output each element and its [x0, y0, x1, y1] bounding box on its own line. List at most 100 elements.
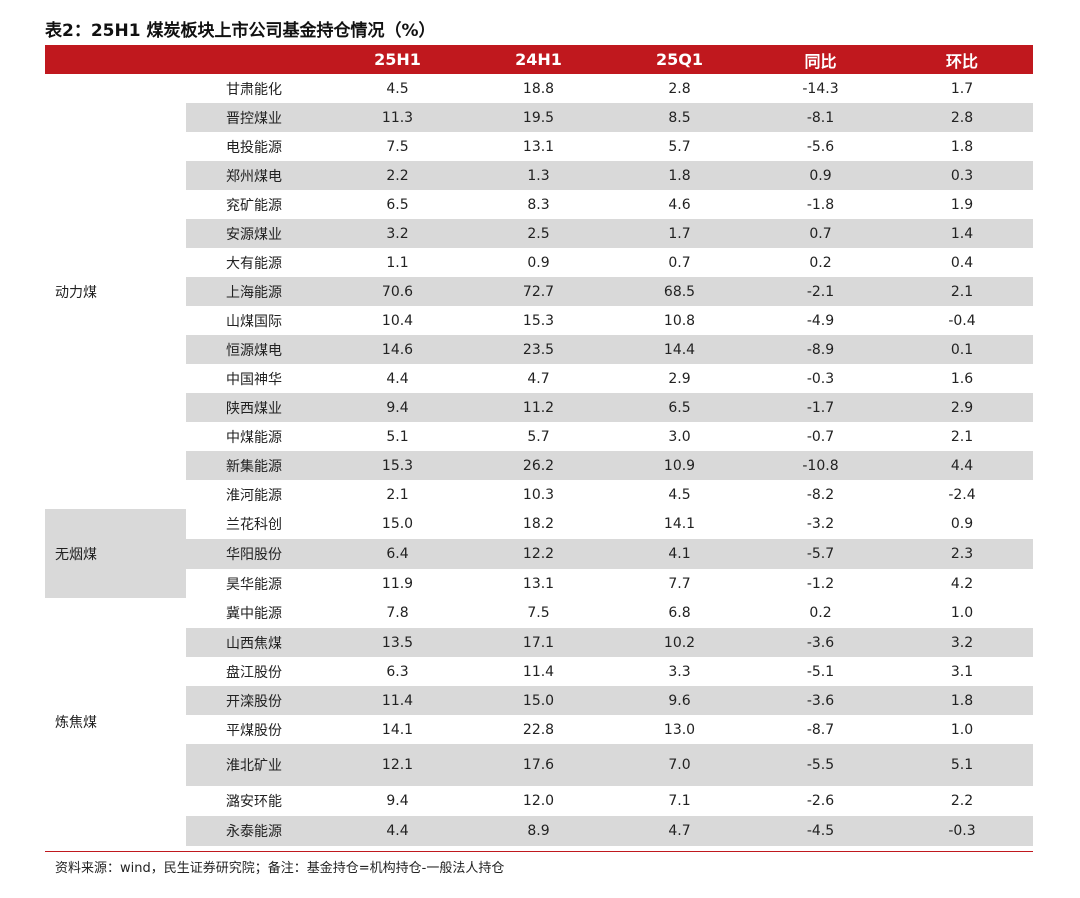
value-25h1-cell: 9.4 — [327, 393, 468, 422]
holdings-table: 25H1 24H1 25Q1 同比 环比 动力煤 甘肃能化 4.5 18.8 2.8 -1… — [45, 45, 1033, 846]
value-24h1-cell: 15.3 — [522, 312, 555, 329]
table-row: 开滦股份 11.4 15.0 9.6 -3.6 1.8 — [45, 686, 1033, 715]
col-header-25h1: 25H1 — [327, 45, 468, 74]
value-25h1-cell: 14.6 — [327, 335, 468, 364]
value-qoq-cell: 3.2 — [891, 628, 1033, 657]
company-name-cell: 安源煤业 — [186, 219, 327, 248]
value-25h1-cell: 14.1 — [381, 721, 414, 738]
value-24h1-cell: 8.3 — [527, 196, 550, 213]
company-name-cell: 华阳股份 — [186, 539, 327, 569]
value-25h1-cell: 70.6 — [327, 277, 468, 306]
value-24h1-cell: 1.3 — [468, 161, 609, 190]
value-yoy-cell: 0.2 — [809, 254, 832, 271]
value-25q1-cell: 4.6 — [668, 196, 691, 213]
value-qoq-cell: 1.4 — [891, 219, 1033, 248]
table-row: 恒源煤电 14.6 23.5 14.4 -8.9 0.1 — [45, 335, 1033, 364]
value-yoy-cell: -5.6 — [806, 138, 835, 155]
company-name-cell: 郑州煤电 — [186, 161, 327, 190]
value-24h1-cell: 0.9 — [527, 254, 550, 271]
value-24h1-cell: 8.9 — [468, 816, 609, 846]
company-name-cell: 淮北矿业 — [186, 744, 327, 786]
value-24h1-cell: 11.4 — [522, 663, 555, 680]
value-25h1-cell: 11.3 — [327, 103, 468, 132]
value-qoq-cell: 5.1 — [891, 744, 1033, 786]
company-name-cell: 中煤能源 — [226, 429, 282, 446]
table-row: 电投能源 7.5 13.1 5.7 -5.6 1.8 — [45, 132, 1033, 161]
value-yoy-cell: -8.1 — [750, 103, 891, 132]
category-cell: 无烟煤 — [45, 509, 186, 598]
col-header-yoy: 同比 — [750, 45, 891, 74]
value-qoq-cell: 4.4 — [891, 451, 1033, 480]
value-25q1-cell: 10.2 — [609, 628, 750, 657]
value-25q1-cell: 4.5 — [668, 486, 691, 503]
value-yoy-cell: -5.1 — [806, 663, 835, 680]
value-qoq-cell: 1.9 — [950, 196, 974, 213]
value-qoq-cell: 2.1 — [950, 428, 974, 445]
table-row: 淮北矿业 12.1 17.6 7.0 -5.5 5.1 — [45, 744, 1033, 786]
value-25q1-cell: 10.8 — [663, 312, 696, 329]
company-name-cell: 恒源煤电 — [186, 335, 327, 364]
value-25h1-cell: 5.1 — [386, 428, 409, 445]
company-name-cell: 山西焦煤 — [186, 628, 327, 657]
table-row: 山西焦煤 13.5 17.1 10.2 -3.6 3.2 — [45, 628, 1033, 657]
table-title: 表2：25H1 煤炭板块上市公司基金持仓情况（%） — [45, 21, 436, 41]
table-row: 无烟煤 兰花科创 15.0 18.2 14.1 -3.2 0.9 — [45, 509, 1033, 598]
category-cell: 动力煤 — [55, 284, 97, 301]
value-24h1-cell: 18.8 — [522, 80, 555, 97]
value-qoq-cell: 2.2 — [950, 793, 974, 809]
value-yoy-cell: -1.2 — [806, 575, 835, 592]
value-24h1-cell: 23.5 — [468, 335, 609, 364]
value-25h1-cell: 6.5 — [386, 196, 409, 213]
value-qoq-cell: 1.7 — [950, 80, 974, 97]
value-25h1-cell: 7.5 — [386, 138, 409, 155]
value-25h1-cell: 7.8 — [386, 605, 409, 621]
table-row: 大有能源 1.1 0.9 0.7 0.2 0.4 — [45, 248, 1033, 277]
value-25h1-cell: 3.2 — [327, 219, 468, 248]
company-name-cell: 淮河能源 — [226, 487, 282, 504]
value-yoy-cell: -3.6 — [750, 628, 891, 657]
table-row: 新集能源 15.3 26.2 10.9 -10.8 4.4 — [45, 451, 1033, 480]
value-25q1-cell: 8.5 — [609, 103, 750, 132]
value-qoq-cell: 2.3 — [891, 539, 1033, 569]
value-25q1-cell: 6.5 — [609, 393, 750, 422]
value-yoy-cell: -2.6 — [806, 793, 835, 809]
value-qoq-cell: 1.0 — [950, 721, 974, 738]
value-yoy-cell: 0.2 — [809, 605, 832, 621]
table-row: 山煤国际 10.4 15.3 10.8 -4.9 -0.4 — [45, 306, 1033, 335]
company-name-cell: 中国神华 — [226, 371, 282, 388]
value-qoq-cell: 1.8 — [891, 686, 1033, 715]
value-25h1-cell: 6.3 — [386, 663, 409, 680]
value-24h1-cell: 5.7 — [527, 428, 550, 445]
value-24h1-cell: 15.0 — [468, 686, 609, 715]
value-24h1-cell: 4.7 — [527, 370, 550, 387]
company-name-cell: 兖矿能源 — [226, 197, 282, 214]
value-qoq-cell: 0.3 — [891, 161, 1033, 190]
value-24h1-cell: 22.8 — [522, 721, 555, 738]
value-24h1-cell: 26.2 — [468, 451, 609, 480]
table-row: 安源煤业 3.2 2.5 1.7 0.7 1.4 — [45, 219, 1033, 248]
value-yoy-cell: -1.8 — [806, 196, 835, 213]
value-24h1-cell: 17.1 — [468, 628, 609, 657]
company-name-cell: 永泰能源 — [186, 816, 327, 846]
value-yoy-cell: -2.1 — [750, 277, 891, 306]
table-row: 郑州煤电 2.2 1.3 1.8 0.9 0.3 — [45, 161, 1033, 190]
value-25q1-cell: 9.6 — [609, 686, 750, 715]
table-row: 上海能源 70.6 72.7 68.5 -2.1 2.1 — [45, 277, 1033, 306]
col-header-qoq: 环比 — [891, 45, 1033, 74]
value-25h1-cell: 11.4 — [327, 686, 468, 715]
value-yoy-cell: 0.9 — [750, 161, 891, 190]
value-25q1-cell: 7.1 — [668, 793, 691, 809]
table-header-row: 25H1 24H1 25Q1 同比 环比 — [45, 45, 1033, 74]
company-name-cell: 冀中能源 — [226, 606, 282, 622]
table-row: 华阳股份 6.4 12.2 4.1 -5.7 2.3 — [45, 539, 1033, 569]
company-name-cell: 甘肃能化 — [226, 81, 282, 98]
value-qoq-cell: 3.1 — [950, 663, 974, 680]
value-qoq-cell: 2.9 — [891, 393, 1033, 422]
value-24h1-cell: 12.0 — [522, 793, 555, 809]
value-25q1-cell: 3.0 — [668, 428, 691, 445]
value-25q1-cell: 4.1 — [609, 539, 750, 569]
value-qoq-cell: 4.2 — [950, 575, 974, 592]
company-name-cell: 晋控煤业 — [186, 103, 327, 132]
value-24h1-cell: 12.2 — [468, 539, 609, 569]
value-yoy-cell: -14.3 — [802, 80, 839, 97]
